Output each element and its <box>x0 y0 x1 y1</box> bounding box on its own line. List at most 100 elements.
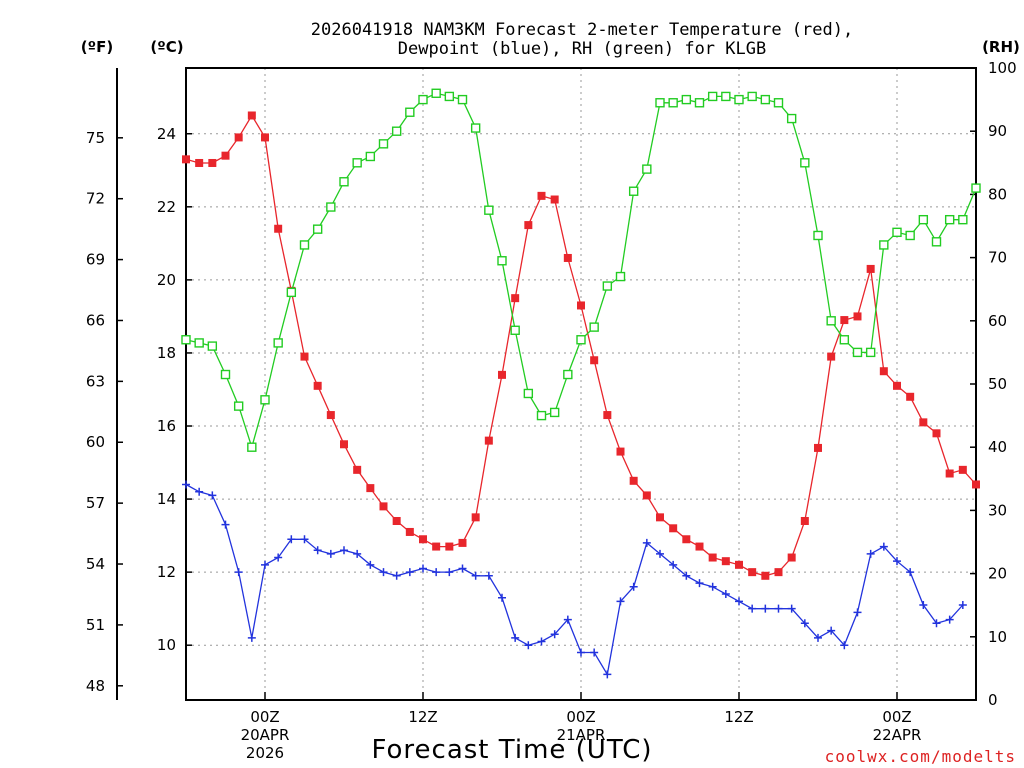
temperature-point <box>735 560 743 569</box>
data-series <box>181 88 981 679</box>
fahrenheit-tick-label: 54 <box>86 555 105 573</box>
rh-point <box>918 214 929 225</box>
dewpoint-point <box>261 560 269 569</box>
temperature-point <box>642 491 651 500</box>
dewpoint-point <box>735 597 743 606</box>
dewpoint-series <box>182 480 967 679</box>
temperature-point <box>221 151 230 160</box>
x-tick-label: 00Z <box>882 708 911 726</box>
dewpoint-point <box>458 564 467 573</box>
rh-point <box>497 256 507 266</box>
rh-point <box>273 338 283 348</box>
dewpoint-point <box>234 568 243 577</box>
dewpoint-point <box>498 593 506 602</box>
rh-point <box>352 158 362 168</box>
celsius-tick-label: 10 <box>157 636 176 654</box>
dewpoint-point <box>642 538 651 547</box>
temperature-point <box>511 294 520 303</box>
temperature-point <box>445 542 454 551</box>
temperature-point <box>814 443 822 452</box>
temperature-point <box>498 370 506 379</box>
dewpoint-point <box>550 630 559 639</box>
rh-tick-label: 20 <box>988 565 1007 583</box>
rh-point <box>707 91 718 102</box>
temperature-point <box>419 535 427 544</box>
rh-tick-label: 30 <box>988 501 1007 519</box>
axis-ticks: 10 12 14 16 18 20 22 24 48 51 54 57 60 63 66 69 72 75 0 10 2… <box>86 59 1017 762</box>
credit-text: coolwx.com/modelts <box>825 747 1016 766</box>
dewpoint-point <box>419 564 427 573</box>
dewpoint-point <box>537 637 546 646</box>
dewpoint-point <box>563 615 572 624</box>
dewpoint-point <box>800 619 809 628</box>
dewpoint-point <box>853 608 862 617</box>
rh-point <box>457 94 468 105</box>
temperature-point <box>524 221 533 230</box>
rh-point <box>892 227 902 238</box>
rh-point <box>905 230 915 241</box>
rh-tick-label: 80 <box>988 185 1007 203</box>
rh-point <box>576 335 586 345</box>
rh-point <box>260 395 270 405</box>
temperature-point <box>669 524 678 533</box>
temperature-point <box>629 476 638 485</box>
rh-point <box>181 335 191 345</box>
dewpoint-point <box>379 568 388 577</box>
rh-point <box>431 88 441 98</box>
temperature-point <box>932 429 941 438</box>
rh-point <box>220 369 231 380</box>
dewpoint-point <box>353 549 362 558</box>
temperature-point <box>919 418 928 427</box>
rh-point <box>326 202 336 212</box>
fahrenheit-tick-label: 75 <box>86 129 105 147</box>
rh-point <box>852 347 863 358</box>
temperature-point <box>366 484 375 493</box>
rh-point <box>405 107 415 117</box>
dewpoint-point <box>616 597 625 606</box>
temperature-point <box>550 195 559 204</box>
dewpoint-point <box>445 568 454 577</box>
rh-point <box>339 177 349 187</box>
temperature-point <box>906 392 915 401</box>
rh-point <box>773 98 784 108</box>
rh-point <box>721 91 731 102</box>
dewpoint-point <box>603 670 612 679</box>
dewpoint-point <box>392 571 401 580</box>
chart-title-line-1: 2026041918 NAM3KM Forecast 2-meter Tempe… <box>311 20 853 40</box>
rh-point <box>800 158 810 168</box>
rh-point <box>931 237 942 247</box>
temperature-point <box>195 158 204 167</box>
dewpoint-point <box>590 648 599 657</box>
dewpoint-point <box>577 648 585 657</box>
temperature-point <box>261 133 269 142</box>
temperature-point <box>603 411 612 420</box>
dewpoint-point <box>708 582 717 591</box>
temperature-point <box>866 264 875 273</box>
rh-tick-label: 50 <box>988 375 1007 393</box>
temperature-point <box>432 542 441 551</box>
temperature-point <box>313 381 322 390</box>
rh-point <box>786 113 797 124</box>
rh-point <box>681 94 692 105</box>
dewpoint-point <box>182 480 190 489</box>
temperature-point <box>208 158 217 167</box>
rh-point <box>839 335 850 345</box>
temperature-point <box>761 571 770 580</box>
rh-point <box>523 388 534 399</box>
dewpoint-point <box>326 549 335 558</box>
temperature-point <box>827 352 836 361</box>
x-tick-label: 22APR <box>873 726 922 744</box>
rh-point <box>879 240 889 250</box>
dewpoint-point <box>524 641 533 650</box>
fahrenheit-tick-label: 63 <box>86 372 105 390</box>
celsius-unit-label: (ºC) <box>150 38 183 56</box>
rh-point <box>365 151 376 162</box>
temperature-point <box>682 535 691 544</box>
rh-point <box>589 322 599 332</box>
dewpoint-point <box>405 568 414 577</box>
rh-point <box>207 341 218 351</box>
rh-tick-label: 0 <box>988 691 998 709</box>
temperature-point <box>379 502 388 511</box>
temperature-point <box>695 542 704 551</box>
rh-point <box>628 186 639 196</box>
